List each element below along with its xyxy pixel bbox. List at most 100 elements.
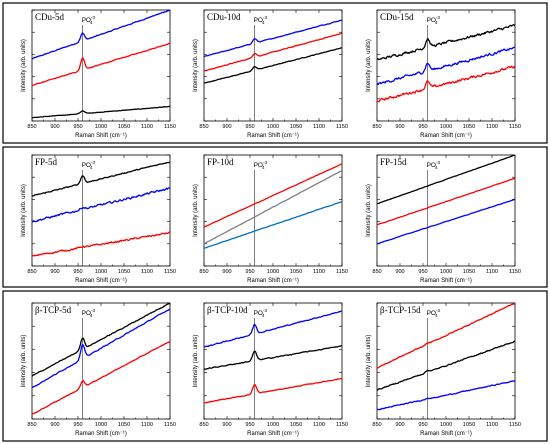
- x-tick-label: 850: [372, 422, 381, 428]
- x-axis-label: Raman Shift (cm⁻¹): [420, 133, 472, 139]
- x-tick-label: 1050: [290, 422, 302, 428]
- x-tick-label: 1050: [463, 422, 475, 428]
- po4-sub: 4: [90, 313, 93, 318]
- series-line-3: [204, 47, 342, 84]
- panel-6: 850 900 950 1000 1050 1100 1150 Raman Shift (cm…: [366, 154, 521, 284]
- po4-base: PO: [82, 310, 91, 317]
- x-tick-label: 1050: [290, 269, 302, 275]
- x-tick-label: 1100: [141, 269, 153, 275]
- series-line-2: [204, 169, 342, 245]
- po4-annotation: PO-3 4: [254, 15, 268, 25]
- series-group: [377, 303, 515, 411]
- series-line-1: [32, 303, 170, 377]
- plot-area: [376, 154, 516, 267]
- y-axis-label: Intensity (arb. units): [193, 184, 199, 237]
- x-tick-label: 1150: [164, 269, 176, 275]
- row-box-3: [2, 290, 548, 442]
- po4-sub: 4: [90, 165, 93, 170]
- series-line-3: [377, 65, 515, 103]
- chart-panels: 850 900 950 1000 1050 1100 1150 Raman Shift (cm…: [21, 9, 521, 437]
- plot-area: [31, 9, 171, 122]
- y-axis-label: Intensity (arb. units): [366, 335, 372, 388]
- panel-title: β-TCP-5d: [35, 305, 72, 315]
- po4-sub: 4: [262, 165, 265, 170]
- series-line-1: [204, 163, 342, 228]
- x-tick-label: 1000: [440, 124, 452, 130]
- po4-sub: 4: [435, 20, 438, 25]
- x-tick-label: 1100: [486, 269, 498, 275]
- po4-annotation: PO-3 4: [427, 308, 441, 318]
- po4-sup: -3: [91, 308, 95, 313]
- x-tick-label: 1050: [463, 269, 475, 275]
- panel-1: 850 900 950 1000 1050 1100 1150 Raman Shift (cm…: [21, 9, 176, 139]
- x-tick-label: 850: [27, 124, 36, 130]
- panel-2: 850 900 950 1000 1050 1100 1150 Raman Shift (cm…: [193, 9, 348, 139]
- x-tick-label: 1050: [118, 269, 130, 275]
- x-tick-label: 1000: [267, 422, 279, 428]
- series-line-2: [377, 340, 515, 391]
- x-tick-label: 900: [222, 124, 231, 130]
- series-group: [204, 310, 342, 404]
- series-group: [204, 163, 342, 249]
- x-tick-label: 900: [222, 422, 231, 428]
- x-tick-label: 1050: [463, 124, 475, 130]
- x-tick-label: 1100: [313, 422, 325, 428]
- po4-sub: 4: [262, 313, 265, 318]
- x-tick-label: 1150: [336, 422, 348, 428]
- x-tick-label: 950: [73, 269, 82, 275]
- panel-title: FP-5d: [35, 157, 58, 167]
- po4-sup: -3: [91, 160, 95, 165]
- po4-sup: -3: [263, 15, 267, 20]
- y-axis-label: Intensity (arb. units): [21, 335, 27, 388]
- plot-area: [376, 302, 516, 420]
- series-line-1: [377, 303, 515, 369]
- y-axis-label: Intensity (arb. units): [193, 335, 199, 388]
- x-tick-label: 950: [418, 269, 427, 275]
- po4-annotation: PO-3 4: [82, 308, 96, 318]
- panel-title: β-TCP-10d: [207, 305, 248, 315]
- x-tick-label: 1000: [95, 269, 107, 275]
- po4-base: PO: [82, 17, 91, 24]
- x-tick-label: 950: [73, 124, 82, 130]
- panel-3: 850 900 950 1000 1050 1100 1150 Raman Shift (cm…: [366, 9, 521, 139]
- x-tick-label: 1000: [95, 124, 107, 130]
- panel-8: 850 900 950 1000 1050 1100 1150 Raman Shift (cm…: [193, 302, 348, 437]
- panel-7: 850 900 950 1000 1050 1100 1150 Raman Shift (cm…: [21, 302, 176, 437]
- y-axis-label: Intensity (arb. units): [366, 184, 372, 237]
- row-box-1: [2, 2, 548, 144]
- po4-base: PO: [254, 162, 263, 169]
- series-group: [32, 161, 170, 257]
- x-tick-label: 900: [395, 124, 404, 130]
- po4-sup: -3: [91, 15, 95, 20]
- y-axis-label: Intensity (arb. units): [193, 39, 199, 92]
- x-tick-label: 1150: [509, 422, 521, 428]
- series-line-3: [204, 377, 342, 404]
- x-tick-label: 900: [50, 422, 59, 428]
- po4-sup: -3: [263, 160, 267, 165]
- plot-area: [31, 154, 171, 267]
- po4-base: PO: [82, 162, 91, 169]
- x-tick-label: 1100: [486, 124, 498, 130]
- series-line-1: [32, 161, 170, 197]
- plot-area: [203, 302, 343, 420]
- po4-sup: -3: [436, 160, 440, 165]
- panel-5: 850 900 950 1000 1050 1100 1150 Raman Shift (cm…: [193, 154, 348, 284]
- x-axis-label: Raman Shift (cm⁻¹): [420, 278, 472, 284]
- po4-sub: 4: [435, 165, 438, 170]
- panel-title: CDu-10d: [207, 12, 241, 22]
- x-tick-label: 1100: [141, 422, 153, 428]
- series-line-2: [377, 46, 515, 86]
- series-line-1: [32, 10, 170, 60]
- x-tick-label: 1000: [267, 269, 279, 275]
- panel-9: 850 900 950 1000 1050 1100 1150 Raman Shift (cm…: [366, 302, 521, 437]
- series-line-3: [204, 200, 342, 249]
- series-line-1: [204, 310, 342, 348]
- x-tick-label: 1000: [267, 124, 279, 130]
- x-tick-label: 1100: [486, 422, 498, 428]
- series-group: [377, 24, 515, 103]
- x-axis-label: Raman Shift (cm⁻¹): [247, 133, 299, 139]
- series-line-3: [377, 379, 515, 411]
- y-axis-label: Intensity (arb. units): [366, 39, 372, 92]
